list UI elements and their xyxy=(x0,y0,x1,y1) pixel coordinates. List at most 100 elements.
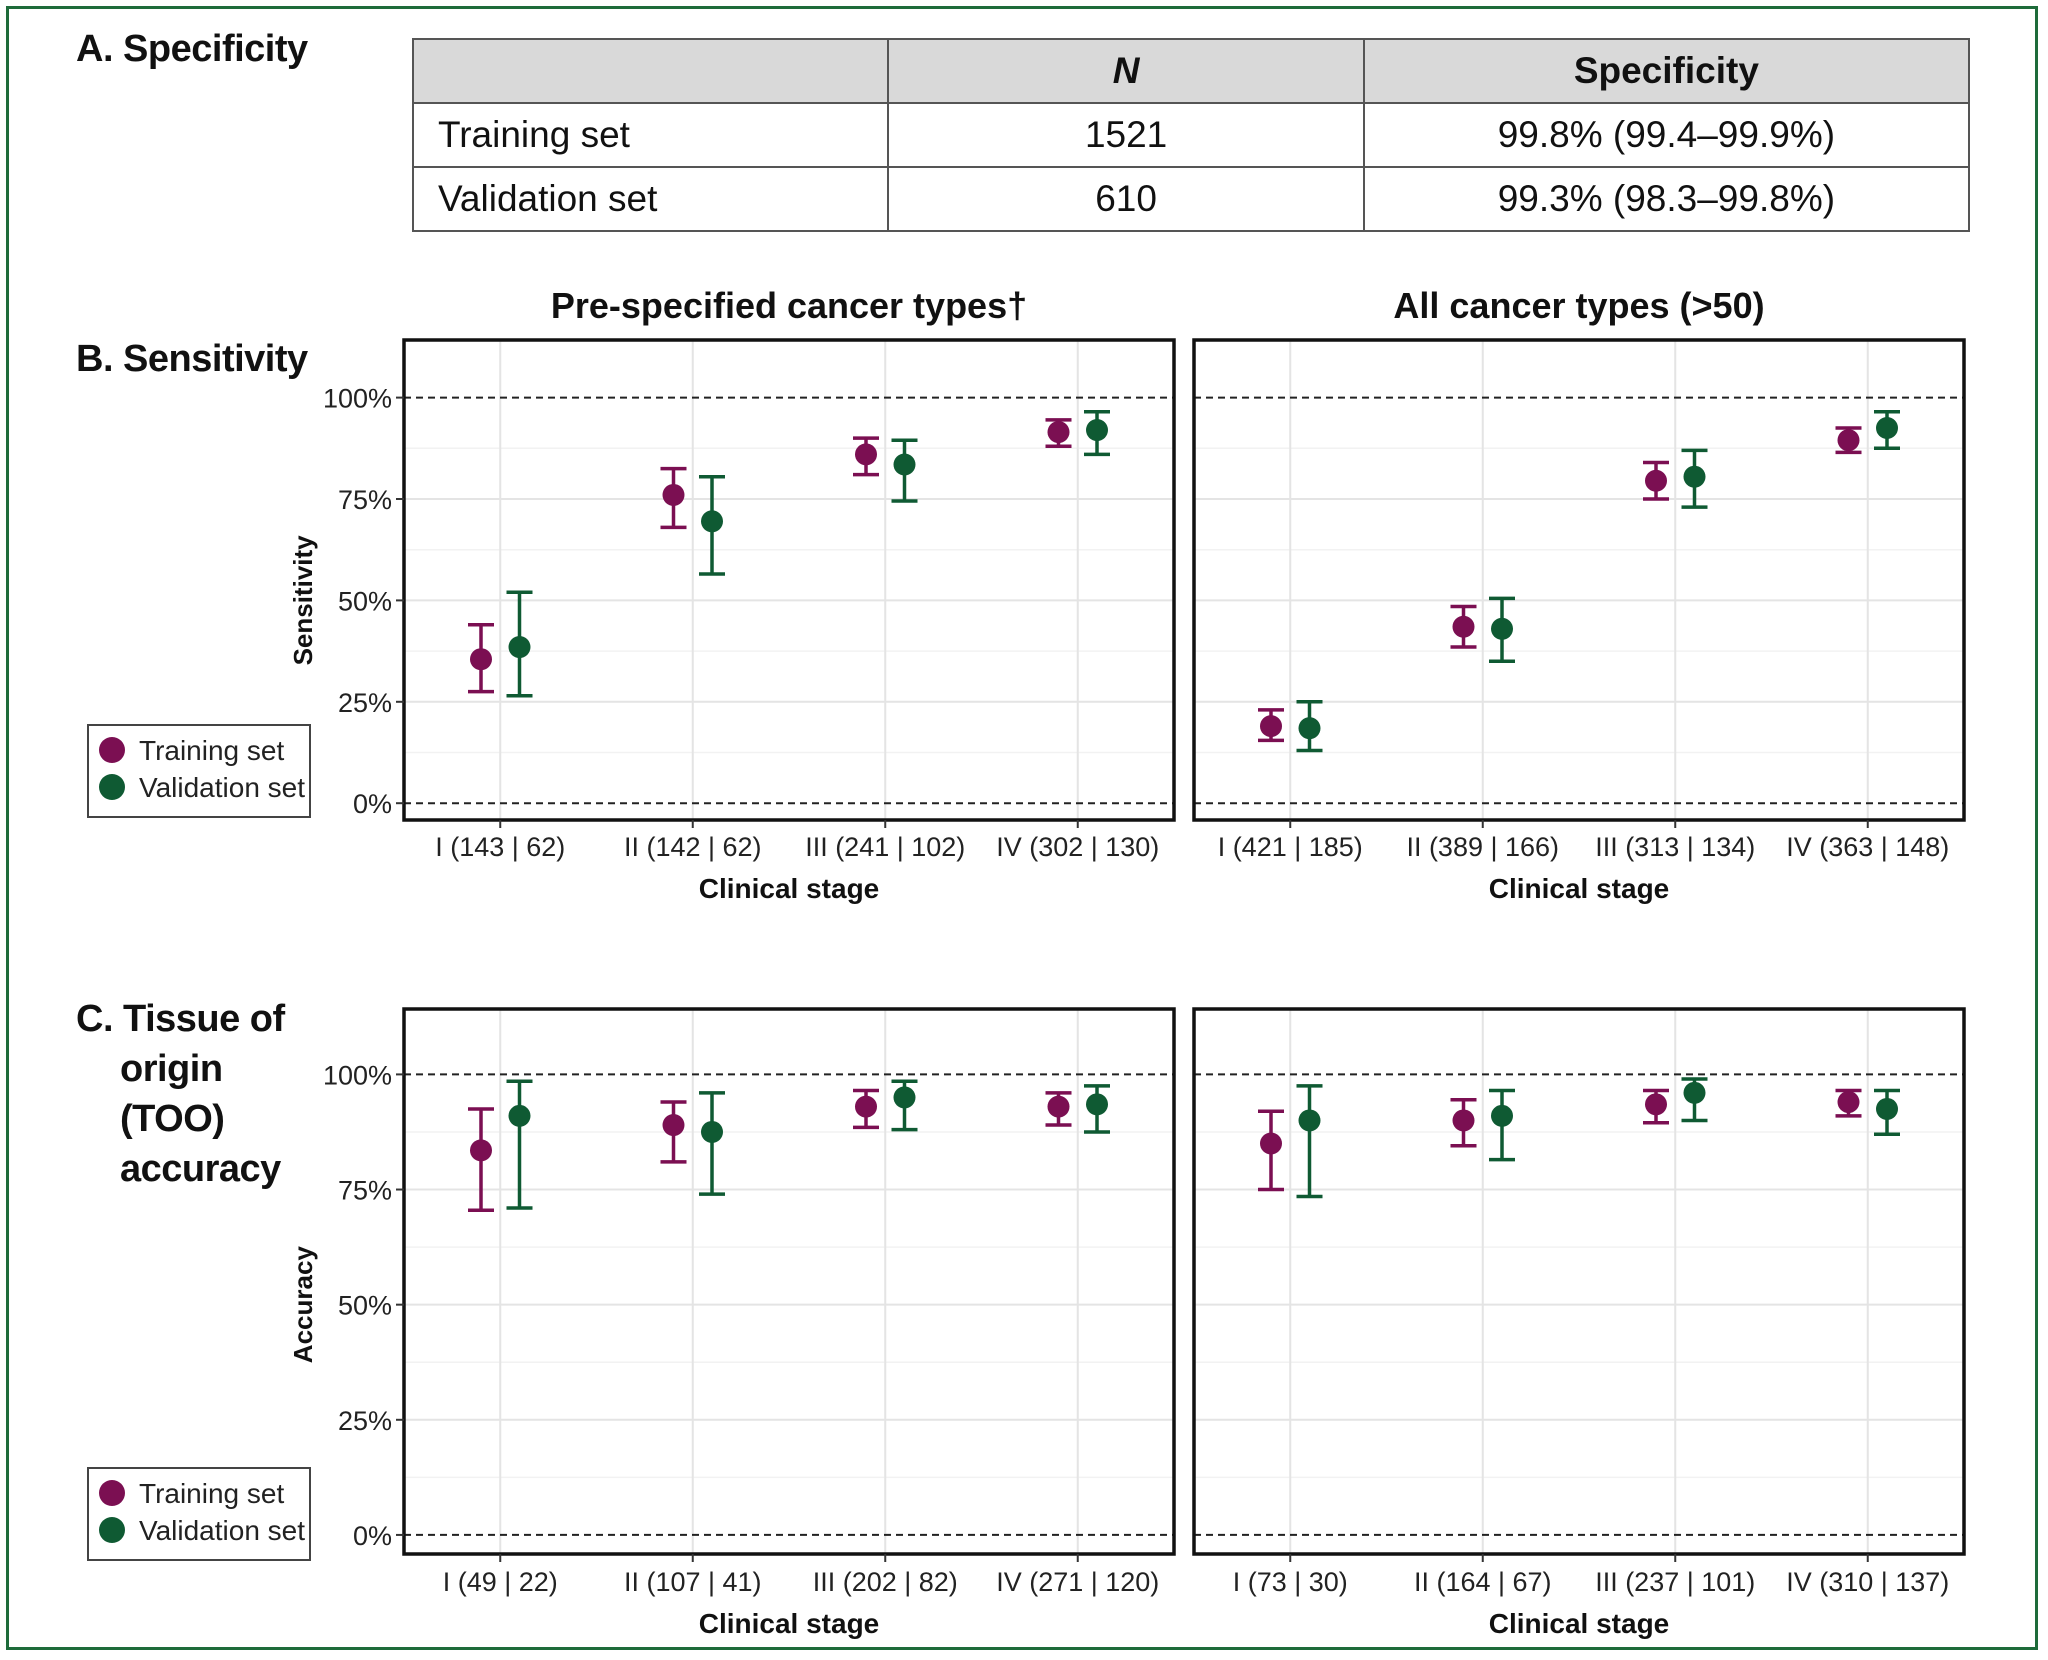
table-cell-specificity: 99.8% (99.4–99.9%) xyxy=(1362,102,1971,168)
table-row: Validation set 610 99.3% (98.3–99.8%) xyxy=(411,166,1971,232)
y-tick-label: 0% xyxy=(353,1521,392,1551)
plot-frame xyxy=(1192,338,1966,822)
x-tick-label: IV (310 | 137) xyxy=(1786,1567,1949,1597)
section-a-title: A. Specificity xyxy=(76,28,308,70)
x-tick-label: I (73 | 30) xyxy=(1233,1567,1348,1597)
training-point xyxy=(1047,1095,1070,1118)
legend-validation-marker xyxy=(99,774,125,800)
table-header-n: N xyxy=(887,38,1365,104)
legend-training-marker xyxy=(99,737,125,763)
training-point xyxy=(1452,615,1475,638)
training-point xyxy=(1260,715,1282,738)
table-cell-specificity: 99.3% (98.3–99.8%) xyxy=(1362,166,1971,232)
y-tick-label: 100% xyxy=(323,1060,392,1090)
legend-validation-label: Validation set xyxy=(139,1515,305,1546)
validation-point xyxy=(701,1120,723,1143)
x-tick-label: III (241 | 102) xyxy=(805,832,965,862)
legend-box xyxy=(87,724,311,818)
x-tick-label: III (237 | 101) xyxy=(1595,1567,1755,1597)
x-tick-label: III (202 | 82) xyxy=(813,1567,958,1597)
y-tick-label: 75% xyxy=(338,1176,392,1206)
legend-validation-label: Validation set xyxy=(139,772,305,803)
specificity-table: N Specificity Training set 1521 99.8% (9… xyxy=(411,38,1971,232)
training-point xyxy=(1837,429,1860,452)
table-header-specificity: Specificity xyxy=(1362,38,1971,104)
y-tick-label: 25% xyxy=(338,688,392,718)
y-tick-label: 25% xyxy=(338,1406,392,1436)
validation-point xyxy=(1876,1097,1898,1120)
validation-point xyxy=(1298,1109,1321,1132)
plot-background xyxy=(404,1009,1174,1554)
y-tick-label: 75% xyxy=(338,485,392,515)
validation-point xyxy=(1683,465,1706,488)
x-axis-label: Clinical stage xyxy=(699,1608,880,1639)
validation-point xyxy=(508,636,531,659)
panel-title: Pre-specified cancer types† xyxy=(551,285,1027,326)
panel-title: All cancer types (>50) xyxy=(1393,285,1764,326)
training-point xyxy=(1452,1109,1475,1132)
section-c-title-line: C. Tissue of xyxy=(76,998,285,1040)
legend-training-label: Training set xyxy=(139,1478,284,1509)
table-cell-label: Validation set xyxy=(411,166,890,232)
validation-point xyxy=(1086,1093,1108,1116)
legend-box xyxy=(87,1467,311,1561)
plot-frame xyxy=(402,1007,1176,1556)
validation-point xyxy=(893,453,916,476)
y-tick-label: 0% xyxy=(353,789,392,819)
section-c-title: C. Tissue of origin (TOO) accuracy xyxy=(76,994,336,1194)
section-c-title-line: origin (TOO) xyxy=(120,1048,225,1140)
plot-frame xyxy=(1192,1007,1966,1556)
x-tick-label: I (421 | 185) xyxy=(1218,832,1363,862)
training-point xyxy=(1837,1091,1860,1114)
x-tick-label: II (107 | 41) xyxy=(624,1567,762,1597)
legend-validation-marker xyxy=(99,1517,125,1543)
x-tick-label: I (49 | 22) xyxy=(443,1567,558,1597)
plot-background xyxy=(1194,1009,1964,1554)
x-tick-label: IV (302 | 130) xyxy=(996,832,1159,862)
validation-point xyxy=(893,1086,916,1109)
validation-point xyxy=(1491,617,1513,640)
y-tick-label: 50% xyxy=(338,1291,392,1321)
table-cell-n: 610 xyxy=(887,166,1365,232)
x-tick-label: II (164 | 67) xyxy=(1414,1567,1552,1597)
x-tick-label: IV (271 | 120) xyxy=(996,1567,1159,1597)
x-tick-label: II (142 | 62) xyxy=(624,832,762,862)
x-axis-label: Clinical stage xyxy=(699,873,880,904)
x-tick-label: II (389 | 166) xyxy=(1406,832,1559,862)
table-header-empty xyxy=(411,38,890,104)
table-cell-n: 1521 xyxy=(887,102,1365,168)
training-point xyxy=(1260,1132,1282,1155)
table-cell-label: Training set xyxy=(411,102,890,168)
section-c-title-line: accuracy xyxy=(120,1148,281,1190)
y-tick-label: 100% xyxy=(323,384,392,414)
x-axis-label: Clinical stage xyxy=(1489,873,1670,904)
training-point xyxy=(1645,1093,1667,1116)
training-point xyxy=(1047,421,1070,444)
figure-frame xyxy=(6,6,2038,1650)
section-b-title: B. Sensitivity xyxy=(76,338,308,380)
training-point xyxy=(662,483,685,506)
training-point xyxy=(1645,469,1667,492)
x-tick-label: I (143 | 62) xyxy=(435,832,565,862)
validation-point xyxy=(701,510,723,533)
validation-point xyxy=(508,1104,531,1127)
legend-training-label: Training set xyxy=(139,735,284,766)
legend-training-marker xyxy=(99,1480,125,1506)
table-row: Training set 1521 99.8% (99.4–99.9%) xyxy=(411,102,1971,168)
training-point xyxy=(855,1095,877,1118)
x-tick-label: III (313 | 134) xyxy=(1595,832,1755,862)
plot-frame xyxy=(402,338,1176,822)
validation-point xyxy=(1298,717,1321,740)
table-header-row: N Specificity xyxy=(411,38,1971,104)
x-axis-label: Clinical stage xyxy=(1489,1608,1670,1639)
validation-point xyxy=(1876,417,1898,440)
y-tick-label: 50% xyxy=(338,586,392,616)
validation-point xyxy=(1491,1104,1513,1127)
plot-background xyxy=(404,340,1174,820)
validation-point xyxy=(1683,1081,1706,1104)
y-axis-label: Accuracy xyxy=(288,1246,318,1364)
x-tick-label: IV (363 | 148) xyxy=(1786,832,1949,862)
training-point xyxy=(470,1139,492,1162)
training-point xyxy=(470,648,492,671)
